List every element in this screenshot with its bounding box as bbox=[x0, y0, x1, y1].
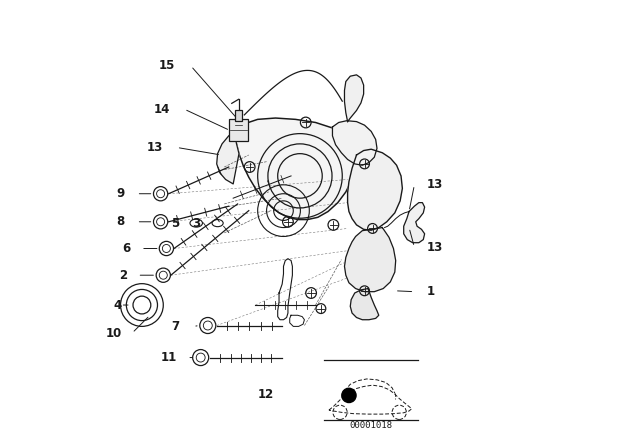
Text: 14: 14 bbox=[154, 103, 170, 116]
Text: 15: 15 bbox=[159, 60, 175, 73]
FancyBboxPatch shape bbox=[229, 119, 248, 141]
Text: 5: 5 bbox=[172, 217, 180, 230]
Text: 7: 7 bbox=[172, 320, 180, 333]
Text: 1: 1 bbox=[427, 285, 435, 298]
Text: 13: 13 bbox=[427, 241, 443, 254]
Polygon shape bbox=[217, 130, 239, 184]
Polygon shape bbox=[348, 149, 403, 230]
Circle shape bbox=[342, 388, 356, 403]
Text: 9: 9 bbox=[116, 187, 125, 200]
Polygon shape bbox=[404, 202, 424, 243]
FancyBboxPatch shape bbox=[235, 110, 243, 121]
Text: 11: 11 bbox=[161, 351, 177, 364]
Text: 12: 12 bbox=[258, 388, 274, 401]
Text: 6: 6 bbox=[122, 242, 131, 255]
Text: 2: 2 bbox=[120, 269, 127, 282]
Text: 3: 3 bbox=[193, 217, 201, 230]
Text: 8: 8 bbox=[116, 215, 125, 228]
Text: 10: 10 bbox=[106, 327, 122, 340]
Text: 4: 4 bbox=[114, 298, 122, 311]
Text: 13: 13 bbox=[427, 178, 443, 191]
Text: 13: 13 bbox=[147, 141, 163, 154]
Polygon shape bbox=[236, 118, 356, 220]
Text: 00001018: 00001018 bbox=[349, 421, 393, 430]
Polygon shape bbox=[344, 75, 364, 121]
Polygon shape bbox=[344, 228, 396, 292]
Polygon shape bbox=[332, 121, 377, 165]
Polygon shape bbox=[350, 289, 379, 320]
